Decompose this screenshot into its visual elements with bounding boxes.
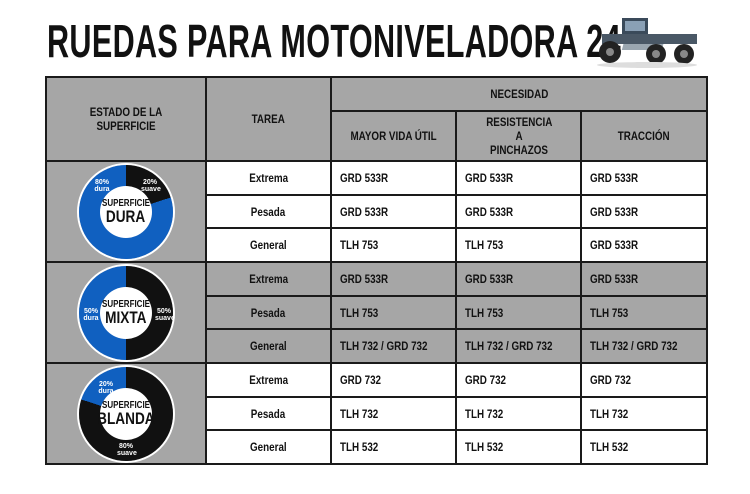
surface-donut-chart: 20% dura 80% suave SUPERFICIE BLANDA: [79, 366, 173, 461]
tarea-cell: General: [205, 227, 332, 263]
header-col: TRACCIÓN: [579, 110, 709, 162]
header-col: RESISTENCIA A PINCHAZOS: [455, 110, 582, 162]
header-necesidad: NECESIDAD: [329, 76, 709, 112]
table-row: General TLH 532 TLH 532 TLH 532: [46, 429, 709, 465]
surface-label-main: DURA: [106, 206, 146, 226]
tire-table: ESTADO DE LA SUPERFICIE TAREA NECESIDAD …: [45, 76, 709, 465]
table-row: Pesada TLH 753 TLH 753 TLH 753: [46, 295, 709, 330]
dura-pct-label: 80% dura: [94, 178, 110, 193]
tire-model-cell: TLH 732 / GRD 732: [330, 328, 457, 364]
tire-model-cell: GRD 533R: [579, 194, 709, 229]
table-row: Pesada GRD 533R GRD 533R GRD 533R: [46, 194, 709, 229]
suave-pct-label: 50% suave: [155, 307, 175, 322]
table-row: Pesada TLH 732 TLH 732 TLH 732: [46, 396, 709, 431]
tire-model-cell: GRD 533R: [455, 160, 582, 196]
tire-model-cell: TLH 753: [330, 295, 457, 330]
tarea-cell: Pesada: [205, 194, 332, 229]
surface-cell: 50% dura 50% suave SUPERFICIE MIXTA: [45, 261, 207, 364]
suave-pct-label: 80% suave: [117, 442, 137, 457]
table-row: General TLH 753 TLH 753 GRD 533R: [46, 227, 709, 263]
page-title: RUEDAS PARA MOTONIVELADORA 24”: [47, 15, 637, 67]
tire-model-cell: GRD 533R: [455, 194, 582, 229]
tarea-cell: Extrema: [205, 362, 332, 398]
tire-model-cell: GRD 533R: [579, 160, 709, 196]
tire-model-cell: TLH 732: [455, 396, 582, 431]
surface-donut-chart: 50% dura 50% suave SUPERFICIE MIXTA: [79, 265, 175, 360]
tire-model-cell: GRD 533R: [455, 261, 582, 297]
surface-cell: 20% dura 80% suave SUPERFICIE BLANDA: [45, 362, 207, 465]
surface-label-top: SUPERFICIE: [102, 197, 151, 209]
tire-model-cell: TLH 753: [455, 295, 582, 330]
suave-pct-label: 20% suave: [141, 178, 161, 193]
tarea-cell: General: [205, 328, 332, 364]
tire-model-cell: GRD 533R: [330, 160, 457, 196]
header-col: MAYOR VIDA ÚTIL: [330, 110, 457, 162]
table-row: 50% dura 50% suave SUPERFICIE MIXTA Extr…: [45, 261, 709, 364]
tarea-cell: Pesada: [205, 396, 332, 431]
table-row: 20% dura 80% suave SUPERFICIE BLANDA Ext…: [45, 362, 709, 465]
surface-label-main: BLANDA: [97, 408, 155, 428]
tire-model-cell: TLH 753: [330, 227, 457, 263]
tire-model-cell: GRD 533R: [330, 194, 457, 229]
motor-grader-image: [597, 18, 697, 68]
header-estado: ESTADO DE LA SUPERFICIE: [45, 76, 207, 162]
tire-model-cell: TLH 732: [330, 396, 457, 431]
tire-model-cell: TLH 753: [455, 227, 582, 263]
tarea-cell: General: [205, 429, 332, 465]
tire-model-cell: TLH 753: [579, 295, 709, 330]
tarea-cell: Extrema: [205, 261, 332, 297]
surface-label-main: MIXTA: [105, 307, 147, 327]
tire-model-cell: TLH 732: [579, 396, 709, 431]
tire-model-cell: GRD 533R: [579, 261, 709, 297]
tire-model-cell: GRD 732: [579, 362, 709, 398]
tire-model-cell: TLH 532: [579, 429, 709, 465]
header-tarea: TAREA: [205, 76, 332, 162]
tire-model-cell: TLH 532: [455, 429, 582, 465]
surface-cell: 80% dura 20% suave SUPERFICIE DURA: [45, 160, 207, 263]
surface-donut-chart: 80% dura 20% suave SUPERFICIE DURA: [79, 164, 173, 259]
surface-label-top: SUPERFICIE: [102, 399, 151, 411]
tire-model-cell: GRD 533R: [579, 227, 709, 263]
surface-label-top: SUPERFICIE: [102, 298, 151, 310]
tire-model-cell: TLH 732 / GRD 732: [579, 328, 709, 364]
tire-model-cell: TLH 532: [330, 429, 457, 465]
tire-model-cell: GRD 732: [455, 362, 582, 398]
table-row: General TLH 732 / GRD 732 TLH 732 / GRD 73…: [46, 328, 709, 364]
tarea-cell: Pesada: [205, 295, 332, 330]
dura-pct-label: 50% dura: [83, 307, 99, 322]
tire-model-cell: GRD 732: [330, 362, 457, 398]
tire-model-cell: TLH 732 / GRD 732: [455, 328, 582, 364]
table-row: 80% dura 20% suave SUPERFICIE DURA Extre…: [45, 160, 709, 263]
tire-model-cell: GRD 533R: [330, 261, 457, 297]
dura-pct-label: 20% dura: [98, 380, 114, 395]
tarea-cell: Extrema: [205, 160, 332, 196]
